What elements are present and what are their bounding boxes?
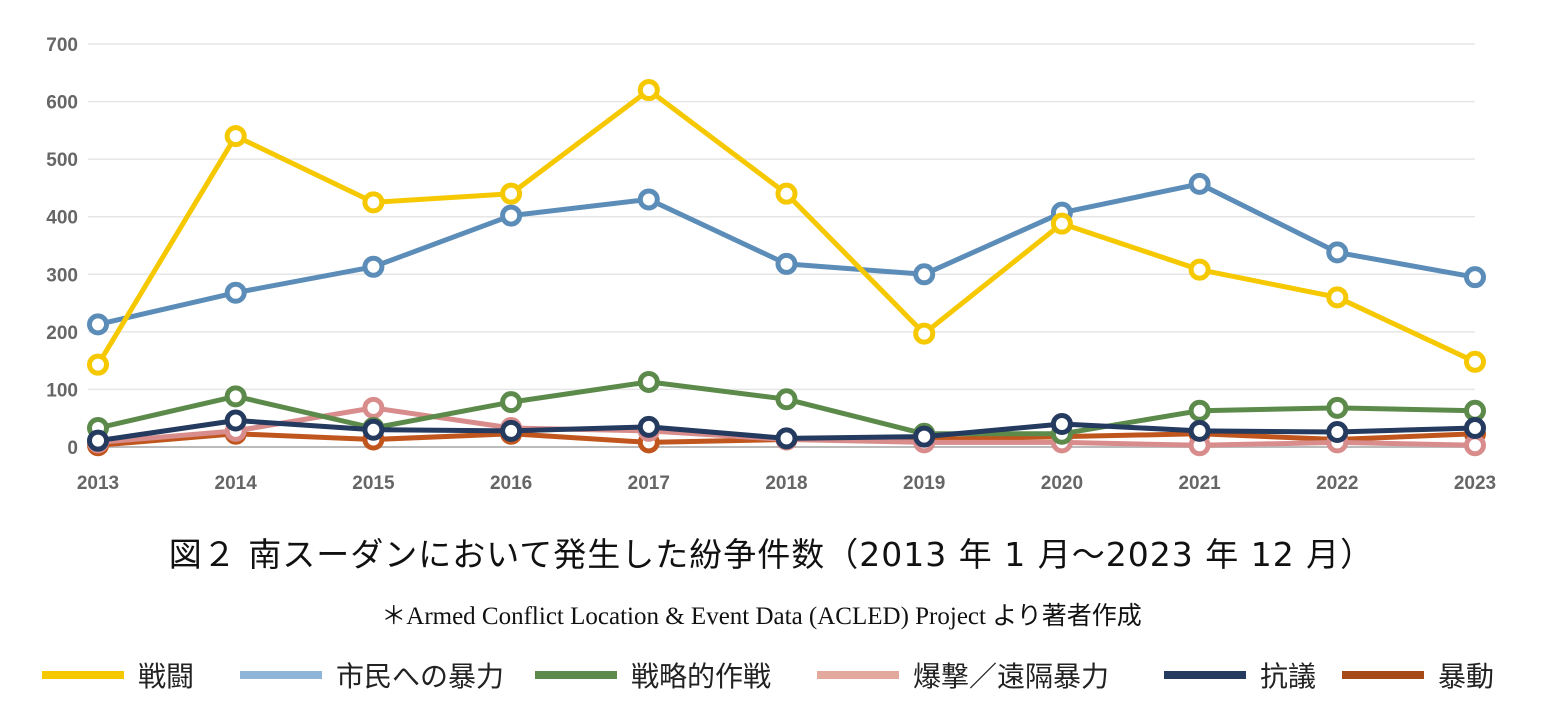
- y-tick-500: 500: [46, 150, 78, 171]
- data-point-1-2021[interactable]: [1188, 172, 1211, 195]
- legend-swatch-1: [240, 671, 322, 679]
- x-tick-2018: 2018: [765, 473, 807, 494]
- x-tick-2021: 2021: [1178, 473, 1221, 494]
- legend-item-0: 戦闘: [42, 650, 194, 700]
- data-point-1-2022[interactable]: [1326, 241, 1349, 264]
- x-tick-2016: 2016: [490, 473, 532, 494]
- data-point-3-2023[interactable]: [1464, 434, 1486, 457]
- chart-title: 図２ 南スーダンにおいて発生した紛争件数（2013 年 1 月〜2023 年 1…: [168, 535, 1375, 574]
- series-line-0: [95, 87, 1478, 368]
- data-point-4-2018[interactable]: [775, 427, 798, 450]
- legend-label-0: 戦闘: [138, 660, 195, 693]
- data-point-1-2017[interactable]: [637, 188, 660, 211]
- data-point-0-2023[interactable]: [1464, 350, 1486, 373]
- chart-source-note: ＊Armed Conflict Location & Event Data (A…: [381, 603, 1142, 630]
- y-tick-400: 400: [46, 208, 78, 229]
- data-point-2-2023[interactable]: [1464, 399, 1486, 422]
- legend-swatch-0: [42, 671, 124, 679]
- data-point-3-2015[interactable]: [362, 396, 385, 419]
- data-point-4-2014[interactable]: [224, 409, 247, 432]
- legend-swatch-4: [1164, 671, 1246, 679]
- data-point-1-2013[interactable]: [87, 313, 109, 336]
- legend-item-1: 市民への暴力: [240, 650, 504, 700]
- data-point-0-2021[interactable]: [1188, 258, 1211, 281]
- y-tick-300: 300: [46, 265, 78, 286]
- data-point-2-2016[interactable]: [500, 391, 523, 414]
- chart-legend: 戦闘 市民への暴力 戦略的作戦 爆撃／遠隔暴力 抗議 暴動: [42, 650, 1522, 700]
- data-point-0-2013[interactable]: [87, 353, 109, 376]
- data-point-4-2013[interactable]: [87, 429, 109, 452]
- grid-lines: [88, 43, 1475, 448]
- data-point-2-2021[interactable]: [1188, 399, 1211, 422]
- data-point-0-2020[interactable]: [1050, 212, 1073, 235]
- legend-swatch-3: [817, 671, 899, 679]
- y-tick-700: 700: [46, 35, 78, 56]
- data-point-4-2015[interactable]: [362, 418, 385, 441]
- x-tick-2013: 2013: [77, 473, 119, 494]
- y-tick-600: 600: [46, 93, 78, 114]
- data-point-1-2023[interactable]: [1464, 266, 1486, 289]
- data-point-0-2018[interactable]: [775, 182, 798, 205]
- x-tick-2017: 2017: [628, 473, 670, 494]
- data-point-4-2022[interactable]: [1326, 421, 1349, 444]
- y-tick-0: 0: [67, 438, 78, 459]
- data-point-1-2014[interactable]: [224, 281, 247, 304]
- x-tick-2020: 2020: [1041, 473, 1083, 494]
- x-tick-2023: 2023: [1454, 473, 1496, 494]
- data-point-2-2017[interactable]: [637, 370, 660, 393]
- y-tick-100: 100: [46, 380, 78, 401]
- legend-item-3: 爆撃／遠隔暴力: [817, 650, 1109, 700]
- data-point-0-2017[interactable]: [637, 79, 660, 102]
- x-tick-2019: 2019: [903, 473, 945, 494]
- x-tick-2015: 2015: [352, 473, 395, 494]
- data-point-4-2021[interactable]: [1188, 419, 1211, 442]
- legend-label-4: 抗議: [1260, 660, 1317, 693]
- data-point-4-2023[interactable]: [1464, 417, 1486, 440]
- x-tick-2014: 2014: [215, 473, 258, 494]
- legend-label-2: 戦略的作戦: [631, 660, 772, 693]
- x-axis-tick-labels: 2013 2014 2015 2016 2017 2018 2019 2020 2021 2022…: [77, 473, 1496, 494]
- series-0: [87, 79, 1486, 376]
- data-point-4-2020[interactable]: [1050, 412, 1073, 435]
- data-point-1-2018[interactable]: [775, 252, 798, 275]
- data-point-4-2017[interactable]: [637, 415, 660, 438]
- data-point-1-2016[interactable]: [500, 204, 523, 227]
- data-point-1-2015[interactable]: [362, 255, 385, 278]
- series-4: [87, 409, 1486, 452]
- data-point-0-2016[interactable]: [500, 182, 523, 205]
- legend-item-2: 戦略的作戦: [535, 650, 771, 700]
- data-point-4-2016[interactable]: [500, 419, 523, 442]
- y-tick-200: 200: [46, 323, 78, 344]
- data-point-0-2014[interactable]: [224, 125, 247, 148]
- legend-label-1: 市民への暴力: [336, 660, 505, 693]
- legend-label-5: 暴動: [1438, 660, 1495, 693]
- x-tick-2022: 2022: [1316, 473, 1358, 494]
- legend-item-4: 抗議: [1164, 650, 1316, 700]
- data-point-2-2014[interactable]: [224, 385, 247, 408]
- series-1: [87, 172, 1486, 336]
- legend-item-5: 暴動: [1342, 650, 1494, 700]
- legend-swatch-5: [1342, 671, 1424, 679]
- y-axis-tick-labels: 0 100 200 300 400 500 600 700: [46, 35, 78, 459]
- legend-swatch-2: [535, 671, 617, 679]
- data-point-2-2018[interactable]: [775, 388, 798, 411]
- data-point-4-2019[interactable]: [913, 425, 936, 448]
- data-point-0-2022[interactable]: [1326, 286, 1349, 309]
- data-point-0-2015[interactable]: [362, 191, 385, 214]
- data-point-2-2022[interactable]: [1326, 396, 1349, 419]
- data-point-1-2019[interactable]: [913, 263, 936, 286]
- data-point-0-2019[interactable]: [913, 322, 936, 345]
- series-lines: [87, 79, 1486, 457]
- legend-label-3: 爆撃／遠隔暴力: [913, 660, 1110, 693]
